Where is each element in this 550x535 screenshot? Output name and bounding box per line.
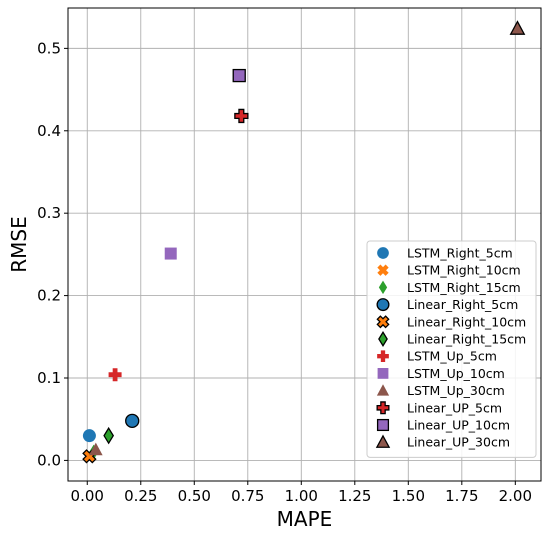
legend-marker <box>376 315 390 329</box>
x-tick-label: 2.00 <box>499 487 532 505</box>
legend-entry-label: Linear_UP_5cm <box>407 400 502 415</box>
x-tick-label: 0.50 <box>178 487 211 505</box>
legend-entry-label: LSTM_Right_5cm <box>407 246 513 261</box>
legend-entry-label: LSTM_Up_5cm <box>407 349 497 364</box>
data-point <box>82 429 96 443</box>
legend-entry-label: Linear_UP_30cm <box>407 435 510 450</box>
legend-entry-label: Linear_Right_15cm <box>407 332 526 347</box>
legend-marker <box>376 298 390 312</box>
legend: LSTM_Right_5cm LSTM_Right_10cm LSTM_Right_… <box>366 240 537 458</box>
legend-marker <box>376 401 390 415</box>
data-point <box>164 247 177 260</box>
legend-marker <box>378 331 388 347</box>
x-tick-label: 0.25 <box>124 487 157 505</box>
legend-entry-label: Linear_UP_10cm <box>407 418 510 433</box>
y-tick-label: 0.5 <box>37 39 61 57</box>
x-tick-label: 1.50 <box>392 487 425 505</box>
y-tick-label: 0.1 <box>37 369 61 387</box>
data-point <box>89 442 103 456</box>
y-axis-ticks: 0.0 0.1 0.2 0.3 0.4 0.5 <box>37 39 68 469</box>
legend-marker <box>377 368 389 379</box>
x-tick-label: 1.25 <box>338 487 371 505</box>
legend-entry-label: LSTM_Right_15cm <box>407 280 521 295</box>
data-point <box>108 368 122 382</box>
y-tick-label: 0.3 <box>37 204 61 222</box>
grid <box>68 8 541 481</box>
data-point <box>234 108 249 124</box>
data-point <box>103 426 115 445</box>
legend-marker <box>376 418 390 432</box>
legend-marker <box>377 350 389 363</box>
y-tick-label: 0.4 <box>37 122 61 140</box>
legend-marker <box>378 280 388 295</box>
legend-marker <box>377 264 389 276</box>
x-axis-ticks: 0.00 0.25 0.50 0.75 1.00 1.25 1.50 1.75 2.00 <box>71 481 532 505</box>
data-point <box>509 20 526 35</box>
x-tick-label: 0.00 <box>71 487 104 505</box>
legend-marker <box>375 434 391 448</box>
y-axis-label: RMSE <box>7 216 31 272</box>
y-tick-label: 0.2 <box>37 287 61 305</box>
data-point <box>125 413 140 428</box>
x-tick-label: 0.75 <box>231 487 264 505</box>
data-points <box>82 20 526 464</box>
x-axis-label: MAPE <box>277 507 333 531</box>
legend-entry-label: LSTM_Up_10cm <box>407 366 505 381</box>
legend-marker <box>376 384 390 396</box>
legend-entry-label: Linear_Right_10cm <box>407 314 526 329</box>
data-point <box>232 68 246 83</box>
legend-box <box>366 240 537 458</box>
y-tick-label: 0.0 <box>37 451 61 469</box>
x-tick-label: 1.75 <box>445 487 478 505</box>
legend-entry-label: LSTM_Right_10cm <box>407 263 521 278</box>
legend-entry-label: LSTM_Up_30cm <box>407 383 505 398</box>
plot-frame <box>67 7 542 482</box>
legend-marker <box>377 247 389 259</box>
x-tick-label: 1.00 <box>285 487 318 505</box>
legend-entry-label: Linear_Right_5cm <box>407 297 518 312</box>
